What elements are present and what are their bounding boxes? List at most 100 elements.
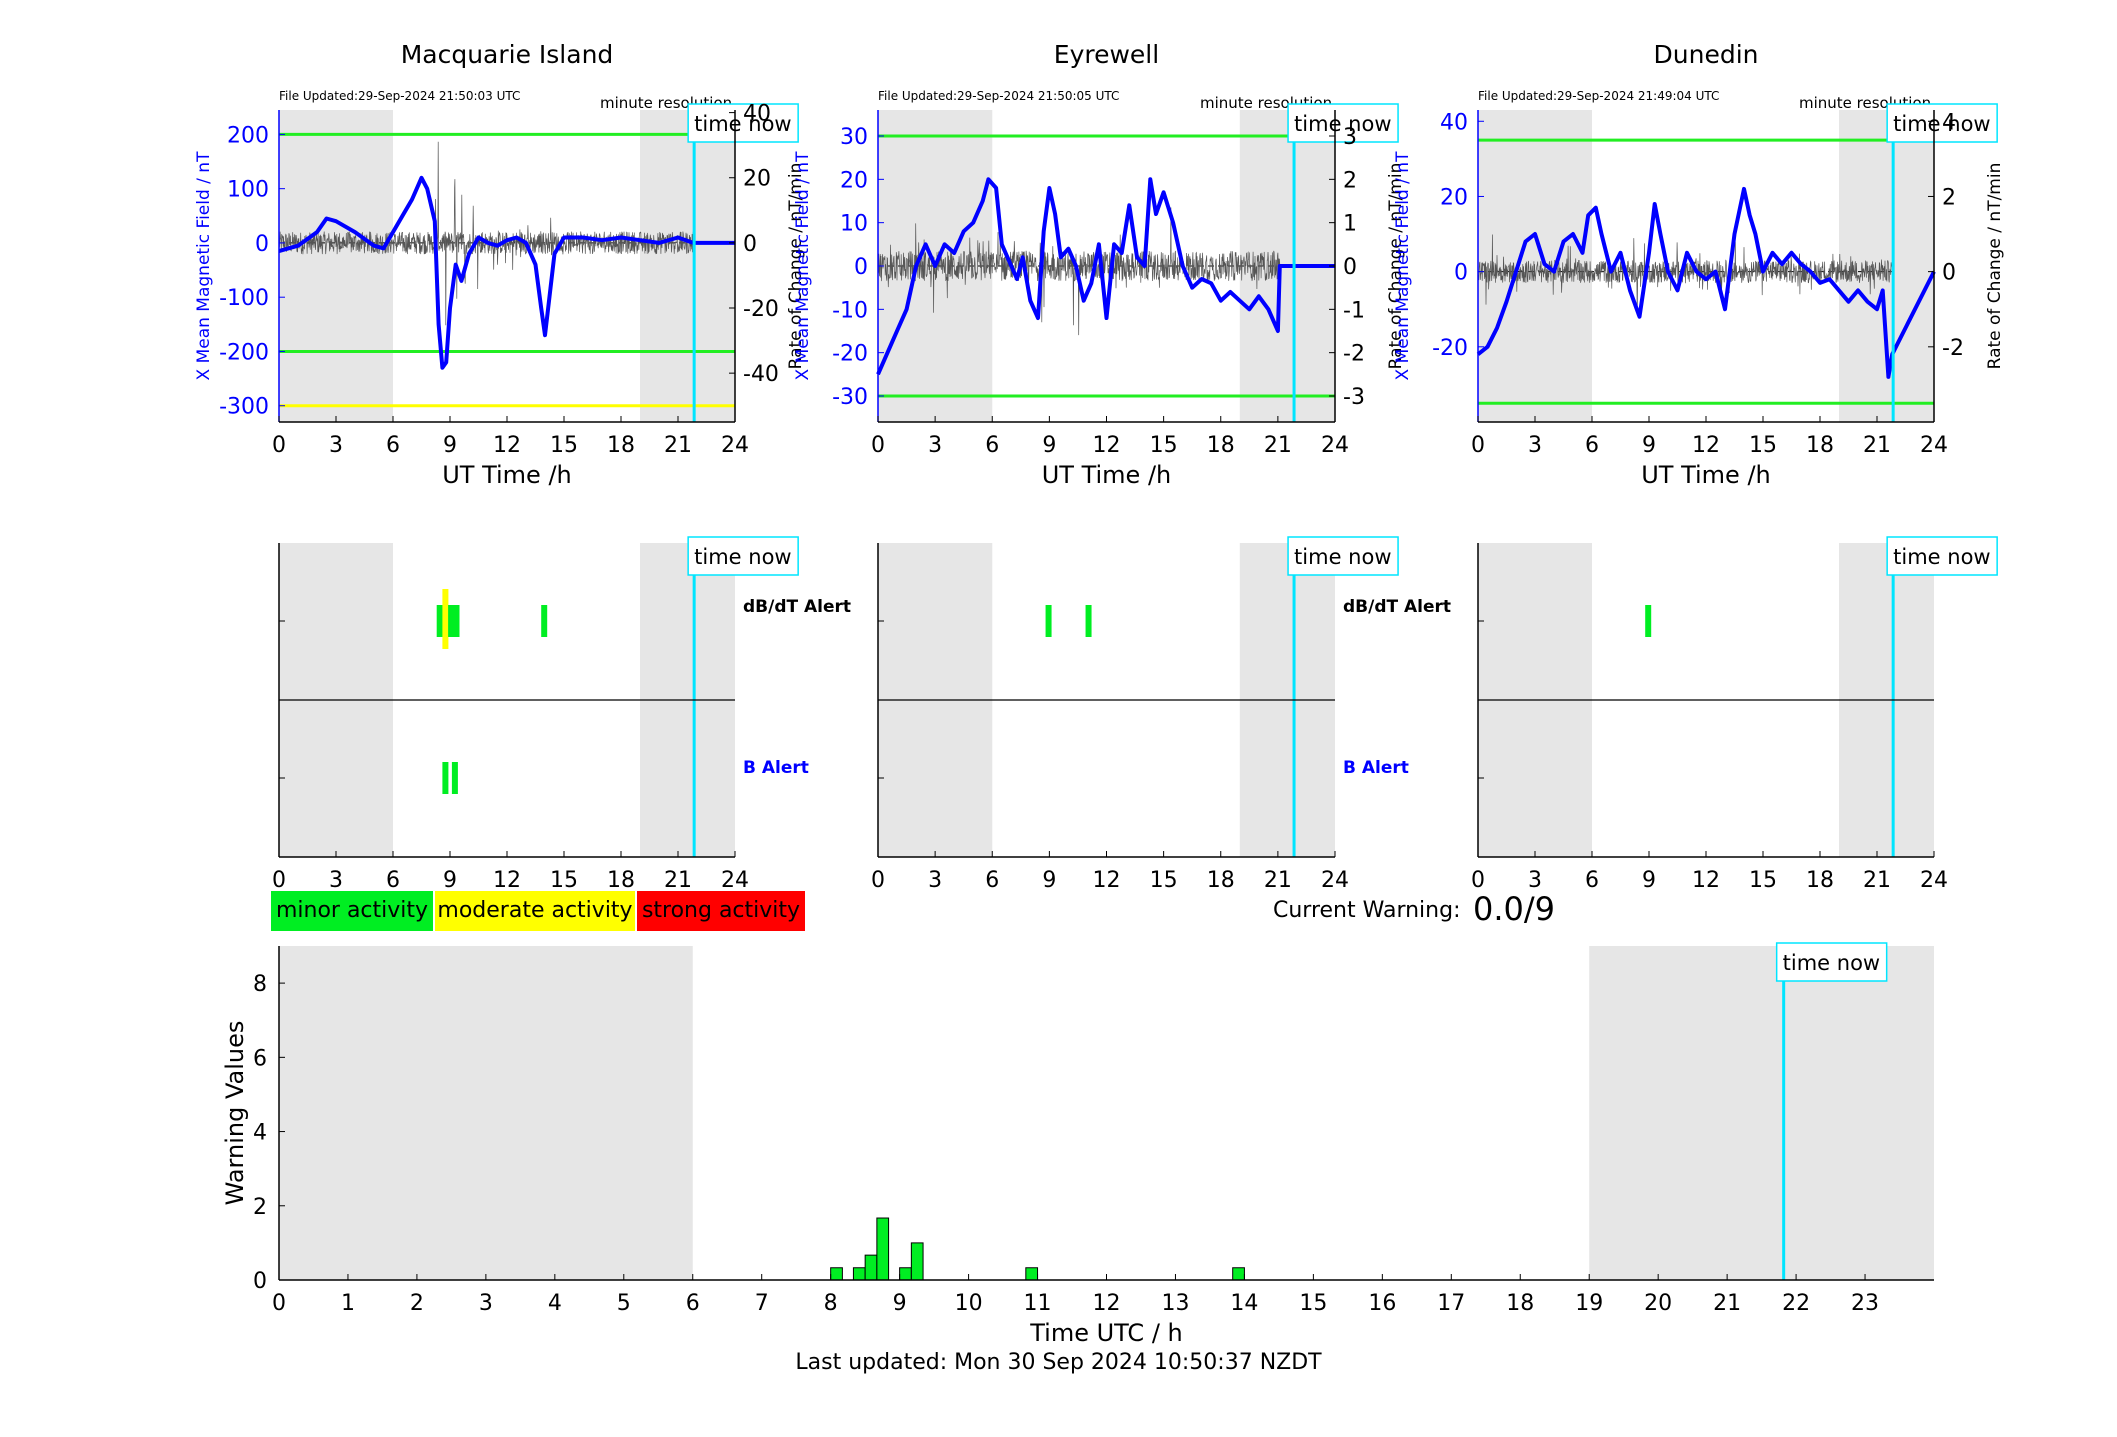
time-now-alert-0-box [687, 536, 799, 576]
dbdt-alert-label: dB/dT Alert [743, 597, 851, 617]
x-tick-label: 16 [1368, 1291, 1396, 1316]
magnetic-field-trace [876, 177, 1335, 376]
x-tick-label: 21 [1264, 433, 1292, 458]
y-right-axis-label: Rate of Change / nT/min [1985, 163, 2005, 370]
y-tick-label: -200 [219, 340, 269, 365]
x-tick-label: 18 [607, 868, 635, 893]
x-tick-label: 9 [893, 1291, 907, 1316]
file-updated-text: File Updated:29-Sep-2024 21:50:03 UTC [279, 89, 520, 103]
dbdt-alert-label: dB/dT Alert [1343, 597, 1451, 617]
x-tick-label: 21 [664, 433, 692, 458]
time-now-alert-2-label: time now [1893, 545, 1990, 569]
x-tick-label: 9 [1042, 433, 1056, 458]
x-tick-label: 12 [1093, 433, 1121, 458]
y-tick-label: 200 [227, 123, 269, 148]
legend-minor-activity: minor activity [271, 891, 433, 931]
dbdt-alert-bar [448, 605, 460, 637]
warning-bar [852, 1267, 866, 1281]
x-tick-label: 0 [272, 1291, 286, 1316]
file-updated-text: File Updated:29-Sep-2024 21:50:05 UTC [878, 89, 1119, 103]
y-tick-label: -300 [219, 395, 269, 420]
warning-bar [1025, 1267, 1039, 1281]
y-tick-label: -10 [832, 298, 868, 323]
night-shade [1589, 946, 1934, 1280]
y-tick-label: 0 [255, 232, 269, 257]
x-tick-label: 3 [479, 1291, 493, 1316]
x-tick-label: 11 [1024, 1291, 1052, 1316]
x-tick-label: 24 [1321, 433, 1349, 458]
x-tick-label: 3 [928, 868, 942, 893]
x-tick-label: 3 [928, 433, 942, 458]
y-tick-label: 10 [840, 212, 868, 237]
x-tick-label: 21 [664, 868, 692, 893]
x-tick-label: 12 [1692, 868, 1720, 893]
x-tick-label: 6 [386, 868, 400, 893]
x-axis-label: UT Time /h [1042, 461, 1172, 489]
x-tick-label: 24 [1920, 868, 1948, 893]
time-now-alert-1-box [1287, 536, 1399, 576]
y-tick-label: 6 [253, 1046, 267, 1071]
x-tick-label: 18 [1207, 868, 1235, 893]
y-right-tick-label: 20 [743, 167, 771, 192]
x-tick-label: 24 [721, 868, 749, 893]
x-axis-label: UT Time /h [442, 461, 572, 489]
x-tick-label: 3 [329, 868, 343, 893]
x-tick-label: 3 [329, 433, 343, 458]
x-tick-label: 20 [1644, 1291, 1672, 1316]
x-tick-label: 23 [1851, 1291, 1879, 1316]
x-tick-label: 18 [1806, 433, 1834, 458]
x-tick-label: 13 [1161, 1291, 1189, 1316]
x-tick-label: 0 [1471, 868, 1485, 893]
file-updated-text: File Updated:29-Sep-2024 21:49:04 UTC [1478, 89, 1719, 103]
y-right-tick-label: 40 [743, 102, 771, 127]
dbdt-alert-bar [436, 605, 443, 637]
last-updated-footer: Last updated: Mon 30 Sep 2024 10:50:37 N… [795, 1350, 1322, 1375]
magnetic-field-trace [278, 175, 735, 370]
x-tick-label: 9 [443, 868, 457, 893]
y-tick-label: 100 [227, 178, 269, 203]
y-right-tick-label: 1 [1343, 212, 1357, 237]
night-shade [640, 110, 735, 422]
x-tick-label: 21 [1264, 868, 1292, 893]
x-tick-label: 18 [1806, 868, 1834, 893]
x-tick-label: 8 [824, 1291, 838, 1316]
x-tick-label: 0 [272, 433, 286, 458]
x-tick-label: 22 [1782, 1291, 1810, 1316]
x-tick-label: 24 [1321, 868, 1349, 893]
x-tick-label: 21 [1863, 433, 1891, 458]
time-now-top-0-label: time now [694, 112, 791, 136]
y-tick-label: -20 [1432, 336, 1468, 361]
x-tick-label: 6 [1585, 868, 1599, 893]
x-tick-label: 6 [386, 433, 400, 458]
y-tick-label: 4 [253, 1121, 267, 1146]
x-tick-label: 9 [1642, 868, 1656, 893]
time-now-top-2-box [1886, 103, 1998, 143]
y-right-tick-label: 0 [1343, 255, 1357, 280]
time-now-top-2-label: time now [1893, 112, 1990, 136]
y-right-tick-label: -40 [743, 362, 779, 387]
y-right-tick-label: 2 [1343, 168, 1357, 193]
current-warning-label: Current Warning: [1273, 898, 1461, 923]
current-warning-value: 0.0/9 [1473, 890, 1556, 928]
x-tick-label: 2 [410, 1291, 424, 1316]
b-alert-bar [451, 762, 458, 794]
alert-panel-1: time now 0 3 6 9 12 15 18 21 24 dB/dT Alert B Alert [871, 536, 1451, 893]
x-tick-label: 24 [1920, 433, 1948, 458]
station-chart-1: Eyrewell File Updated:29-Sep-2024 21:50:0… [793, 40, 1406, 489]
time-now-bottom-box [1775, 942, 1888, 982]
y-axis-label: X Mean Magnetic Field / nT [1393, 151, 1413, 381]
dbdt-alert-bar [1645, 605, 1652, 637]
dbdt-alert-bar [1085, 605, 1092, 637]
y-tick-label: 0 [253, 1269, 267, 1294]
rate-of-change-trace [278, 141, 694, 326]
x-tick-label: 0 [871, 868, 885, 893]
x-tick-label: 15 [1150, 868, 1178, 893]
x-tick-label: 15 [1299, 1291, 1327, 1316]
time-now-top-1-label: time now [1294, 112, 1391, 136]
x-tick-label: 12 [1093, 868, 1121, 893]
time-now-bottom-label: time now [1783, 951, 1880, 975]
x-tick-label: 12 [493, 868, 521, 893]
x-tick-label: 4 [548, 1291, 562, 1316]
y-right-axis-label: Rate of Change / nT/min [786, 163, 806, 370]
time-now-alert-2-box [1886, 536, 1998, 576]
